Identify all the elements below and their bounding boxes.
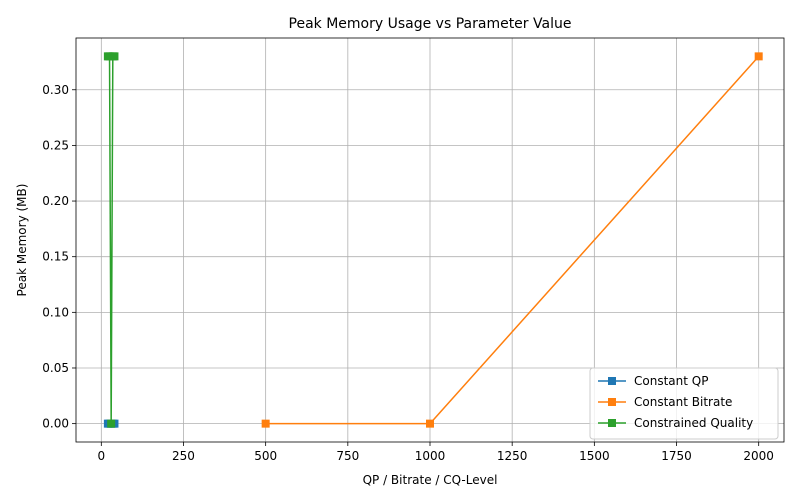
x-tick-label: 1500	[579, 449, 610, 463]
y-tick-label: 0.15	[42, 250, 69, 264]
series-layer	[103, 52, 763, 428]
chart-title: Peak Memory Usage vs Parameter Value	[289, 16, 572, 32]
y-tick-label: 0.20	[42, 194, 69, 208]
x-tick-label: 2000	[743, 449, 774, 463]
legend-marker	[608, 398, 616, 406]
series-group	[103, 52, 119, 428]
legend-label: Constant QP	[634, 374, 708, 388]
legend-label: Constrained Quality	[634, 416, 753, 430]
y-tick-label: 0.30	[42, 83, 69, 97]
x-tick-label: 1250	[497, 449, 528, 463]
data-point	[261, 419, 270, 428]
legend: Constant QP Constant Bitrate Constrained Q…	[589, 367, 779, 440]
legend-label: Constant Bitrate	[634, 395, 732, 409]
x-tick-label: 1750	[661, 449, 692, 463]
data-point	[426, 419, 434, 428]
data-point	[110, 52, 119, 61]
legend-marker	[608, 419, 616, 427]
legend-box	[589, 367, 779, 440]
x-axis-label: QP / Bitrate / CQ-Level	[363, 473, 498, 487]
y-tick-label: 0.00	[42, 417, 69, 431]
series-group	[261, 52, 763, 428]
y-tick-label: 0.05	[42, 361, 69, 375]
data-point	[754, 52, 763, 61]
x-tick-label: 1000	[415, 449, 446, 463]
y-axis-label: Peak Memory (MB)	[15, 184, 29, 297]
x-tick-label: 0	[97, 449, 105, 463]
legend-marker	[608, 377, 616, 385]
y-tick-label: 0.10	[42, 305, 69, 319]
x-tick-label: 250	[172, 449, 195, 463]
y-tick-label: 0.25	[42, 138, 69, 152]
axis-ticks: 0 250 500 750 1000 1250 1500 1750 2000 0.00 0.05 0.…	[42, 83, 774, 463]
x-tick-label: 500	[254, 449, 277, 463]
data-point	[107, 419, 116, 428]
x-tick-label: 750	[336, 449, 359, 463]
